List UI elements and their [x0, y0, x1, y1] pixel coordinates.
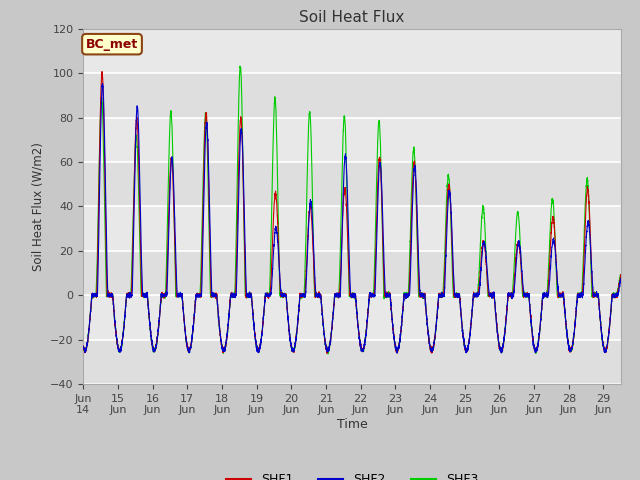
X-axis label: Time: Time	[337, 418, 367, 431]
Y-axis label: Soil Heat Flux (W/m2): Soil Heat Flux (W/m2)	[31, 142, 44, 271]
SHF3	[221, 342, 229, 348]
SHF2	[521, 293, 529, 299]
SHF3	[120, 324, 128, 330]
SHF1	[465, 341, 472, 347]
Line: SHF3: SHF3	[83, 66, 621, 354]
SHF1	[221, 342, 229, 348]
SHF2	[497, 350, 505, 356]
SHF2	[99, 81, 106, 86]
Title: Soil Heat Flux: Soil Heat Flux	[300, 10, 404, 25]
SHF3	[236, 63, 244, 69]
SHF2	[241, 241, 249, 247]
Bar	[83, 340, 621, 384]
SHF1	[323, 350, 331, 356]
SHF1	[120, 323, 128, 329]
SHF2	[120, 323, 128, 329]
SHF2	[570, 330, 578, 336]
SHF2	[221, 343, 229, 349]
Bar	[83, 162, 621, 206]
Bar	[83, 251, 621, 295]
SHF2	[465, 341, 472, 347]
SHF3	[617, 272, 625, 277]
SHF2	[617, 276, 625, 282]
Text: BC_met: BC_met	[86, 37, 138, 51]
SHF3	[79, 345, 87, 350]
SHF3	[521, 291, 529, 297]
SHF2	[79, 344, 87, 350]
Line: SHF2: SHF2	[83, 84, 621, 353]
Legend: SHF1, SHF2, SHF3: SHF1, SHF2, SHF3	[221, 468, 483, 480]
SHF3	[324, 351, 332, 357]
SHF1	[98, 69, 106, 74]
Bar	[83, 73, 621, 118]
SHF1	[521, 291, 529, 297]
SHF3	[465, 340, 472, 346]
Bar	[83, 29, 621, 73]
SHF1	[617, 272, 625, 278]
Bar	[83, 118, 621, 162]
SHF3	[570, 332, 578, 337]
SHF1	[570, 331, 578, 336]
SHF1	[241, 264, 249, 270]
Bar	[83, 206, 621, 251]
Bar	[83, 295, 621, 340]
Line: SHF1: SHF1	[83, 72, 621, 353]
SHF3	[241, 288, 249, 294]
SHF1	[79, 343, 87, 349]
